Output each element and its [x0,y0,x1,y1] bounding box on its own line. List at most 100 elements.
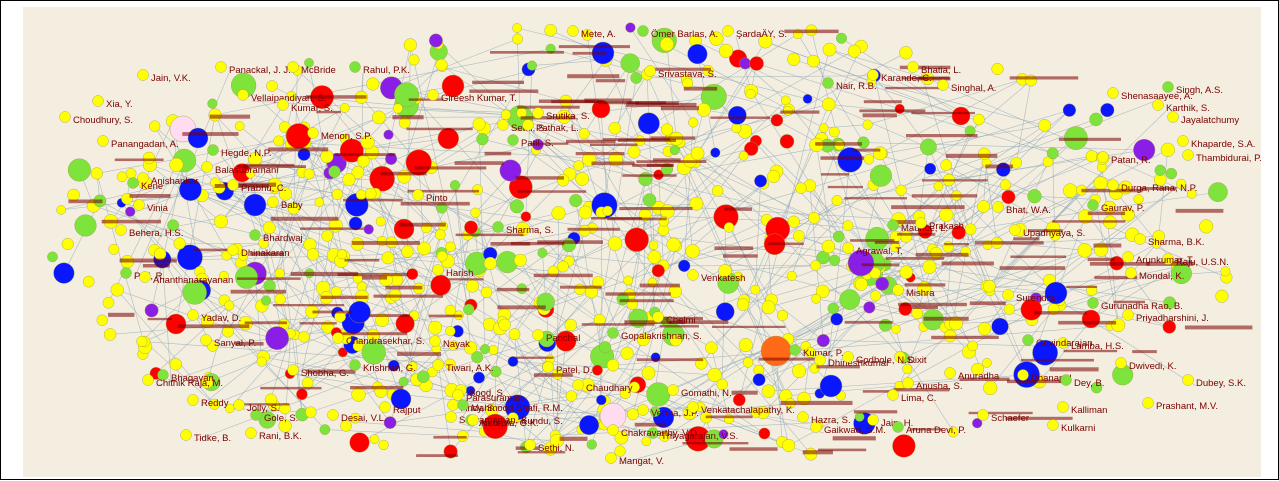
graph-node [145,304,158,317]
node-label: Nair, R.B. [836,81,877,92]
graph-node [471,208,481,218]
node-marker [568,26,579,37]
graph-node [538,248,547,257]
node-label: Srivastava, S. [658,69,717,80]
node-marker [121,268,132,279]
node-marker [606,453,617,464]
graph-node [864,302,876,314]
illegible-label-mark [620,299,674,302]
node-label: Dubey, S.K. [1196,378,1246,389]
illegible-label-mark [661,106,699,110]
illegible-label-mark [385,286,422,290]
illegible-label-mark [416,454,458,457]
node-label: Yadav, D. [201,313,241,324]
node-label: Priyadharshini, J. [1136,313,1209,324]
node-label: Surendra [1016,293,1056,304]
illegible-label-mark [573,52,607,55]
illegible-label-mark [352,241,420,245]
graph-node [111,284,124,297]
node-marker [238,90,249,101]
node-label: Schaefer [991,413,1029,424]
graph-node [1166,168,1177,179]
graph-node [379,440,389,450]
illegible-label-mark [850,239,894,242]
illegible-label-mark [1094,244,1122,248]
illegible-label-mark [343,199,403,202]
illegible-label-mark [362,276,387,280]
illegible-label-mark [784,30,838,33]
graph-node [365,188,376,199]
graph-node [840,290,860,310]
illegible-label-mark [271,217,339,221]
graph-node [154,248,166,260]
graph-node [828,303,839,314]
illegible-label-mark [821,173,849,176]
graph-node [829,255,840,266]
graph-node [576,172,589,185]
node-label: Singh, A.S. [1176,85,1223,96]
illegible-label-mark [582,323,655,326]
graph-node [609,122,621,134]
node-label: Rajput [393,405,421,416]
node-label: Mete, A. [581,29,616,40]
node-marker [815,355,826,366]
node-marker [278,100,289,111]
graph-node [170,158,184,172]
graph-node [626,23,636,33]
node-marker [1088,298,1099,309]
illegible-label-mark [592,162,635,166]
node-label: Godbole, N.S. [856,355,916,366]
graph-node [1161,143,1175,157]
node-marker [1178,136,1189,147]
node-label: Krishnan, G. [363,363,416,374]
node-label: Jayalatchumy [1181,115,1239,126]
graph-node [1063,184,1077,198]
graph-node [569,194,582,207]
illegible-label-mark [130,194,171,198]
illegible-label-mark [148,318,172,320]
illegible-label-mark [576,152,625,155]
graph-node [983,381,997,395]
graph-node [305,407,316,418]
graph-node [782,439,795,452]
illegible-label-mark [559,45,630,48]
node-marker [993,202,1004,213]
illegible-label-mark [143,264,170,268]
graph-node [753,374,765,386]
graph-node [678,260,690,272]
graph-node [109,244,119,254]
graph-node [607,359,619,371]
graph-node [965,224,976,235]
graph-node [711,148,721,158]
node-label: Mondal, K. [1139,271,1184,282]
node-label: Govindarajan [1036,338,1093,349]
illegible-label-mark [245,321,287,324]
illegible-label-mark [946,154,997,158]
graph-node [54,263,75,284]
illegible-label-mark [922,179,988,181]
node-marker [608,328,619,339]
node-marker [181,430,192,441]
node-marker [1088,200,1099,211]
illegible-label-mark [568,228,620,231]
graph-node [406,150,432,176]
node-label: Xia, Y. [106,99,133,110]
graph-node [321,150,334,163]
graph-node [968,341,978,351]
illegible-label-mark [862,263,900,266]
node-marker [903,378,914,389]
graph-node [719,44,733,58]
graph-node [599,341,611,353]
node-label: Rani, B.K. [259,431,302,442]
graph-node [579,128,590,139]
node-label: Choudhury, S. [73,115,133,126]
graph-node [337,250,346,259]
illegible-label-mark [300,322,337,324]
node-label: Chaudhary [586,383,633,394]
graph-node [557,174,569,186]
node-label: Gaikwad, S.M. [824,425,886,436]
graph-node [831,313,843,325]
node-label: Mangat, V. [619,456,664,467]
graph-node [716,303,734,321]
graph-node [751,285,760,294]
